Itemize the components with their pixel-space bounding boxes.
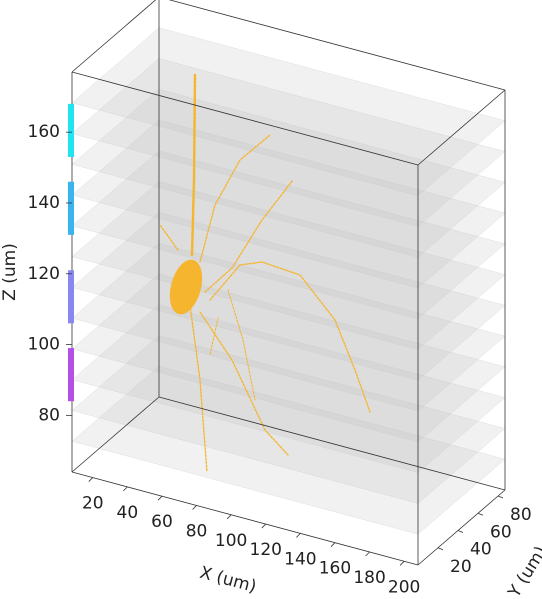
x-tick (261, 523, 267, 529)
x-tick (192, 505, 197, 510)
x-tick (226, 514, 232, 520)
y-tick (497, 495, 504, 499)
y-tick-label: 60 (490, 522, 512, 542)
x-tick-label: 180 (353, 568, 385, 588)
dendrite (209, 317, 219, 356)
x-tick-label: 200 (388, 577, 420, 597)
y-tick-label: 20 (450, 557, 472, 577)
x-tick (296, 533, 301, 538)
x-tick-label: 120 (250, 540, 282, 560)
y-tick (457, 530, 464, 533)
x-tick-label: 140 (284, 549, 316, 569)
dendrite (199, 311, 289, 456)
x-tick (330, 542, 336, 547)
x-tick (157, 495, 163, 501)
slice-planes (71, 27, 506, 535)
box-edge (168, 0, 506, 91)
x-tick-label: 160 (319, 559, 351, 579)
x-tick (123, 486, 128, 492)
z-tick-label: 160 (28, 122, 60, 142)
y-tick-label: 80 (510, 505, 532, 525)
box-edge (417, 89, 506, 166)
dendrite (204, 179, 294, 293)
dendrite (159, 224, 179, 251)
x-tick-label: 40 (117, 503, 139, 523)
x-tick (88, 477, 94, 482)
y-axis-label: Y (um) (504, 543, 542, 599)
dendrite (189, 304, 208, 473)
dendrite (190, 73, 197, 257)
y-tick-label: 40 (470, 540, 492, 560)
box-edge (158, 396, 506, 491)
y-tick (477, 512, 484, 516)
z-band (68, 270, 74, 324)
z-band (68, 181, 74, 235)
z-tick-label: 120 (28, 264, 60, 284)
soma (169, 259, 203, 315)
z-tick-label: 100 (28, 335, 60, 355)
dendrite (199, 134, 271, 263)
y-tick (437, 547, 444, 551)
box-edge (71, 0, 157, 73)
x-tick (365, 551, 370, 557)
z-axis-label: Z (um) (0, 243, 20, 301)
x-tick-label: 20 (82, 494, 104, 514)
x-tick-label: 100 (215, 531, 247, 551)
z-band (68, 348, 74, 402)
z-tick-label: 80 (38, 405, 60, 425)
box-edge (71, 71, 419, 166)
box-edge (71, 396, 160, 473)
z-band (68, 103, 74, 157)
x-tick-label: 60 (151, 512, 173, 532)
box-edge (417, 489, 506, 566)
x-tick-label: 80 (186, 521, 208, 541)
dendrite (227, 289, 256, 401)
box-edge (71, 471, 419, 566)
x-axis-label: X (um) (198, 563, 259, 597)
x-tick (399, 560, 405, 566)
z-tick-label: 140 (28, 193, 60, 213)
neuron (159, 73, 371, 473)
dendrite (209, 261, 371, 413)
